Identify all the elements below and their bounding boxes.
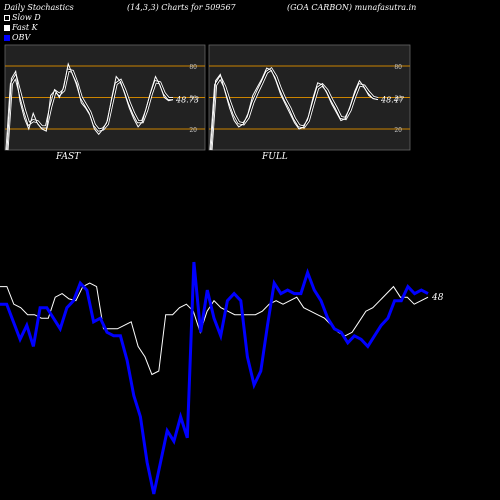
full-panel-label: FULL — [262, 152, 288, 162]
full-slow-d-line — [210, 68, 379, 151]
obv-line — [0, 261, 429, 495]
full-tick-80: 80 — [394, 64, 402, 71]
legend-label-fast-k: Fast K — [12, 23, 38, 32]
obv-last-value-label: 48 — [431, 293, 444, 303]
fast-tick-50: 50 — [189, 96, 197, 103]
full-tick-50: 50 — [394, 96, 402, 103]
full-fast-k-line — [210, 67, 379, 151]
legend-label-slow-d: Slow D — [12, 13, 41, 22]
full-tick-20: 20 — [394, 127, 402, 134]
legend-swatch-slow-d — [4, 15, 10, 21]
price-line — [0, 282, 429, 376]
legend-swatch-obv — [4, 35, 10, 41]
legend-item-slow-d: Slow D — [4, 13, 41, 22]
fast-fast-k-line — [6, 62, 174, 151]
legend-label-obv: OBV — [12, 33, 31, 42]
fast-tick-20: 20 — [189, 127, 197, 134]
full-last-value-label: 48.47 — [380, 96, 405, 105]
legend-swatch-fast-k — [4, 25, 10, 31]
fast-tick-80: 80 — [189, 64, 197, 71]
legend-item-obv: OBV — [4, 33, 30, 42]
header-right: (GOA CARBON) munafasutra.in — [287, 3, 417, 12]
legend-item-fast-k: Fast K — [4, 23, 38, 32]
header-middle: (14,3,3) Charts for 509567 — [127, 3, 236, 12]
fast-panel-label: FAST — [56, 152, 81, 162]
header-left: Daily Stochastics — [4, 3, 74, 12]
fast-last-value-label: 48.73 — [175, 96, 199, 105]
fast-slow-d-line — [6, 69, 173, 151]
